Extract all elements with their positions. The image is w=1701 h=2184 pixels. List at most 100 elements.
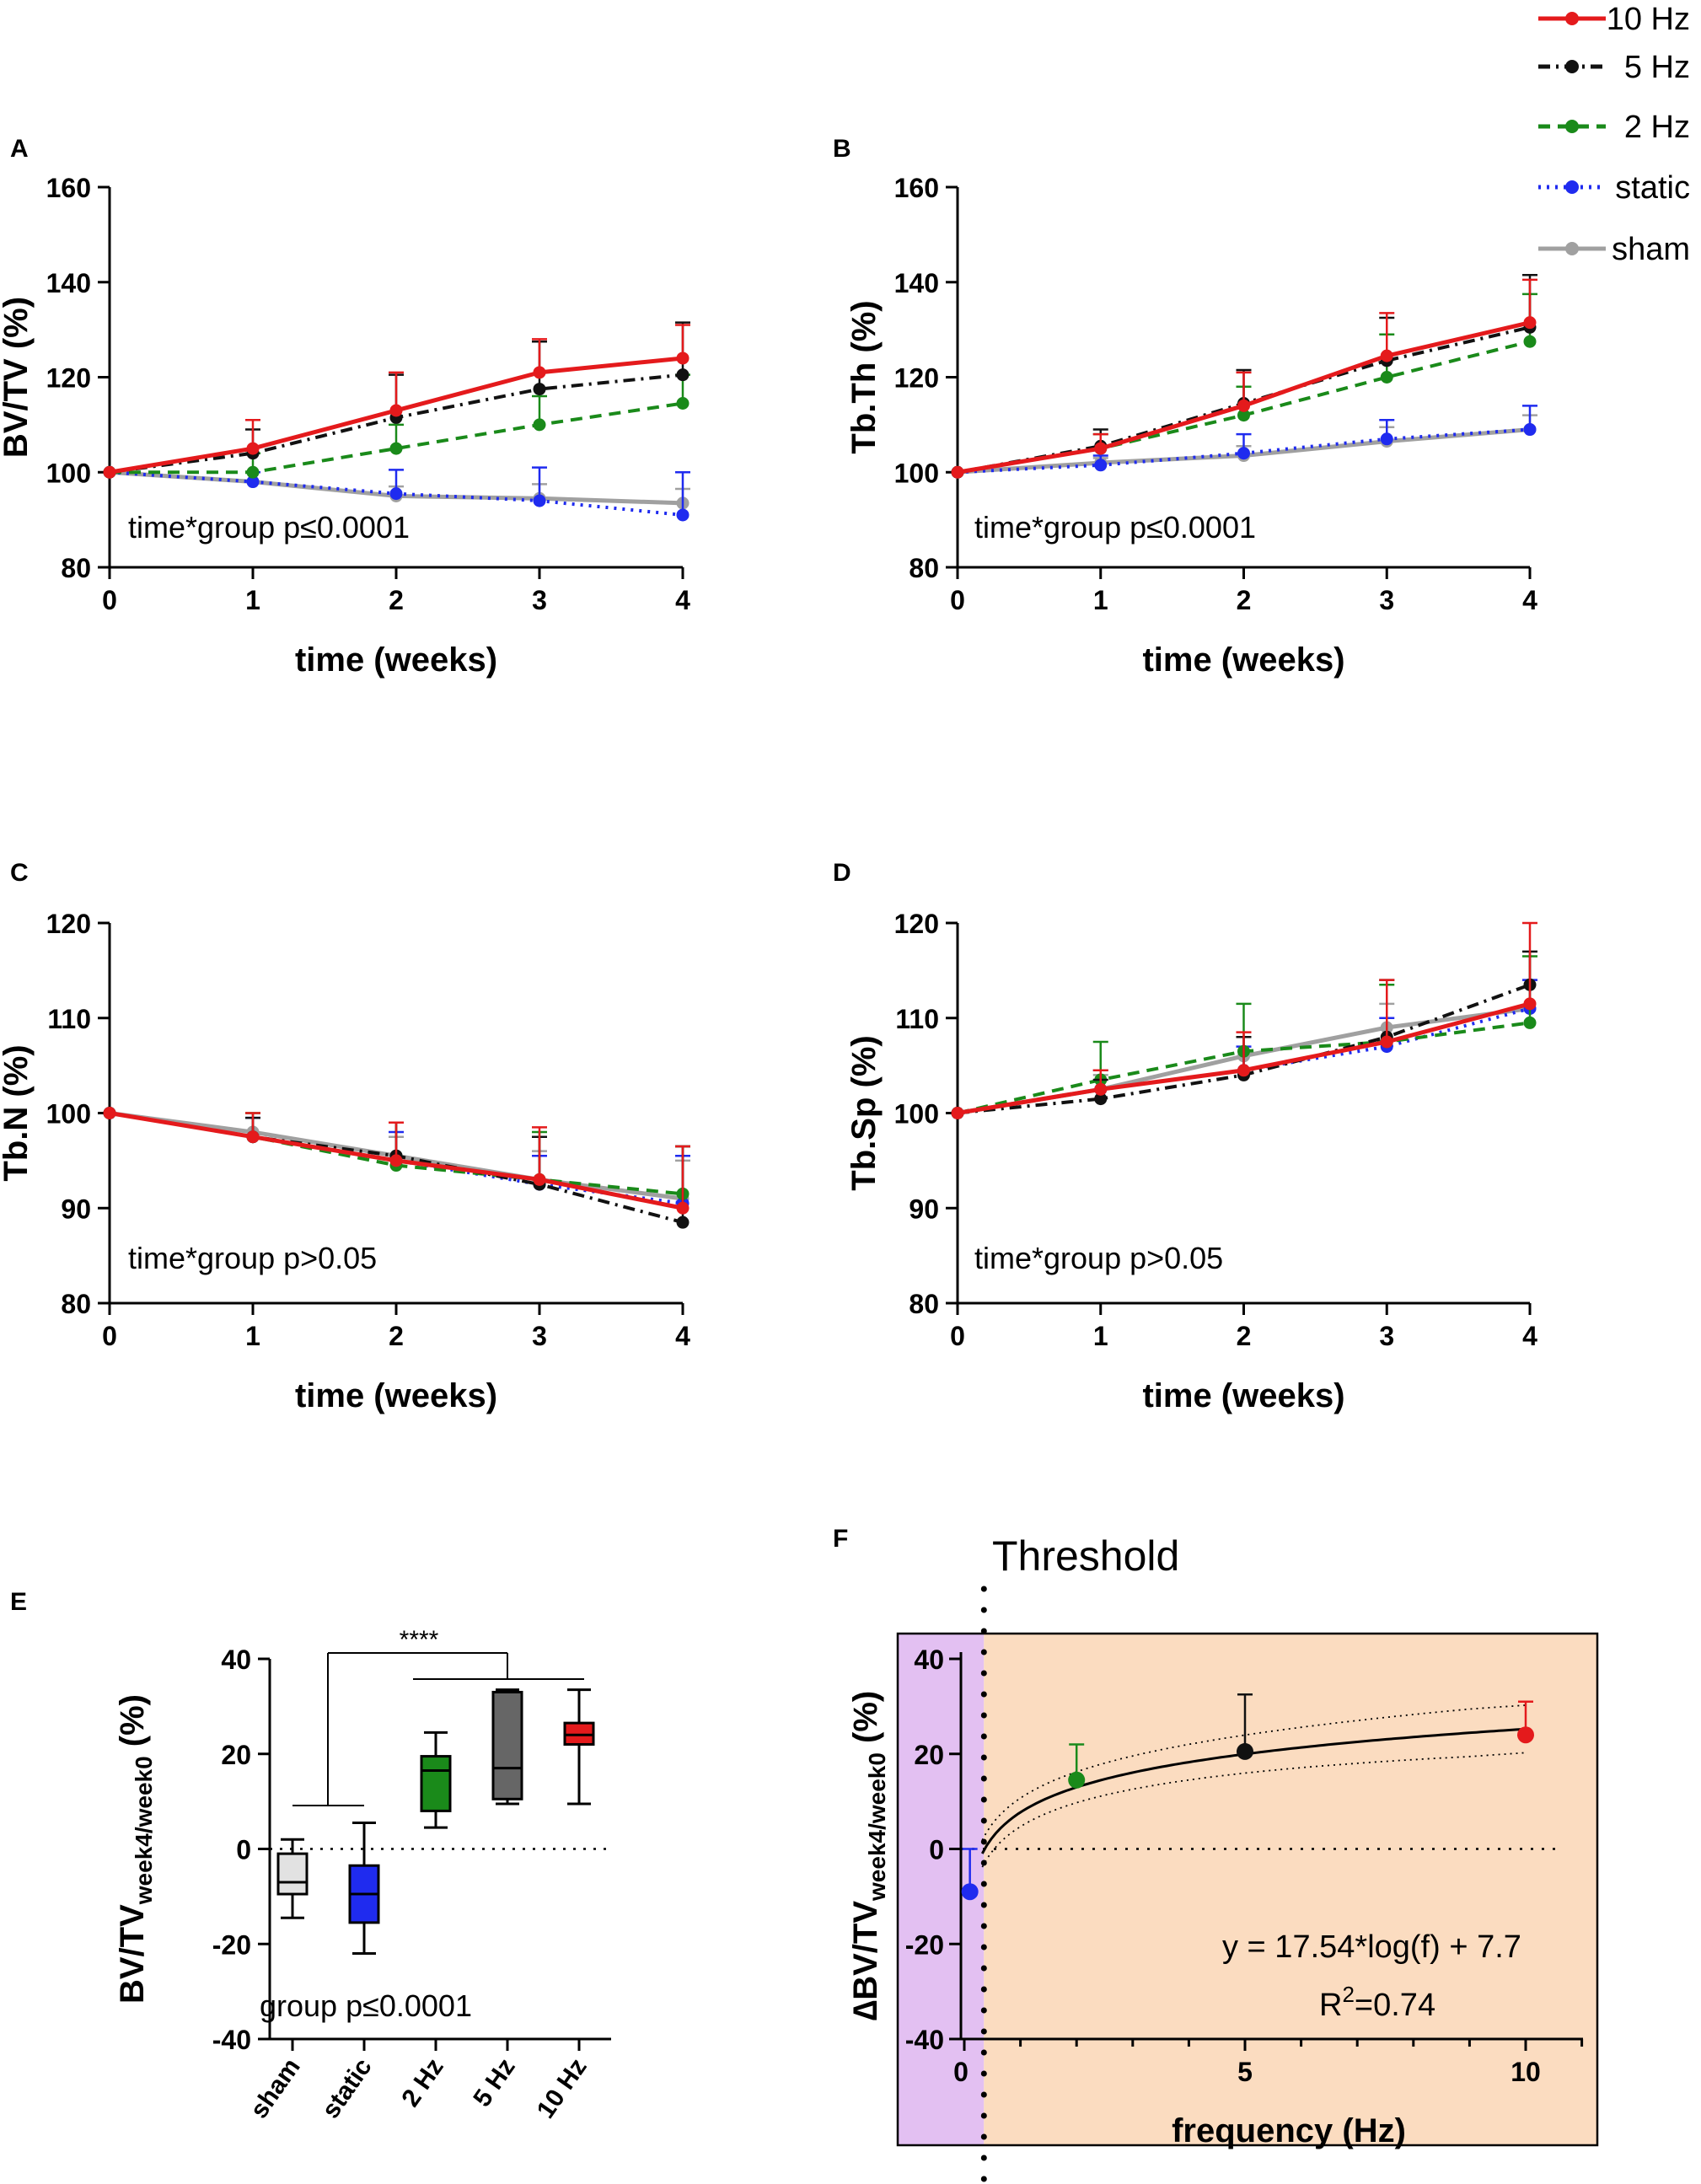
x-tick-label: 2	[389, 585, 404, 615]
y-title-sub: week4/week0	[131, 1756, 157, 1905]
data-point	[1237, 447, 1250, 460]
x-axis-title: time (weeks)	[1142, 1377, 1344, 1414]
data-point	[1068, 1771, 1086, 1789]
data-point	[676, 397, 690, 411]
x-tick-label: static	[317, 2053, 378, 2123]
x-axis-title: time (weeks)	[295, 641, 497, 679]
legend-marker-5hz	[1565, 60, 1579, 73]
data-point	[1523, 997, 1537, 1011]
series-10hz	[951, 278, 1537, 479]
y-tick-label: 80	[909, 553, 939, 583]
data-point	[533, 1172, 546, 1186]
fit-ci-upper	[981, 1704, 1527, 1841]
x-tick-label: 5	[1237, 2057, 1253, 2087]
box-body	[491, 1690, 523, 1800]
y-tick-label: 20	[221, 1740, 251, 1770]
y-tick-label: -20	[905, 1929, 944, 1960]
y-tick-label: 0	[929, 1835, 944, 1865]
data-point	[1380, 371, 1393, 384]
data-point	[1237, 399, 1250, 412]
x-tick-label: 3	[1379, 585, 1394, 615]
y-tick-label: 100	[46, 458, 91, 488]
y-tick-label: -20	[212, 1929, 251, 1960]
r-squared: R2=0.74	[1319, 1982, 1435, 2023]
stat-annotation: time*group p≤0.0001	[128, 510, 410, 545]
data-point	[533, 494, 546, 507]
panel-F: F Threshold -40 -20 0 20 40 0 5 10 frequency (Hz) ∆…	[833, 1525, 1599, 2184]
legend-label-5hz: 5 Hz	[1624, 50, 1690, 85]
data-point	[1094, 1092, 1108, 1106]
legend-label-10hz: 10 Hz	[1607, 2, 1690, 37]
data-point	[1380, 349, 1393, 362]
y-tick-label: 100	[894, 1099, 939, 1130]
y-tick-label: 0	[236, 1835, 251, 1865]
y-title-unit: (%)	[847, 1691, 884, 1752]
x-tick-label: 0	[102, 585, 117, 615]
data-point	[1523, 316, 1537, 330]
y-tick-label: 110	[895, 1004, 939, 1034]
x-tick-label: 2	[1237, 1321, 1252, 1351]
data-point	[1380, 432, 1393, 446]
data-point	[1237, 409, 1250, 422]
x-tick-label: sham	[245, 2053, 306, 2123]
fit-curve	[980, 1727, 1527, 1854]
stat-annotation: time*group p>0.05	[128, 1241, 377, 1275]
x-tick-label: 4	[675, 1321, 690, 1351]
panel-C: C 80 90 100 110 120 0 1 2 3 4 time (weeks) Tb.N (%) t…	[0, 859, 690, 1414]
y-tick-label: 80	[909, 1289, 939, 1319]
x-tick-label: 2 Hz	[396, 2053, 448, 2112]
y-axis-title: Tb.N (%)	[0, 1044, 35, 1181]
above-threshold-region	[984, 1634, 1597, 2145]
x-tick-label: 4	[1522, 1321, 1537, 1351]
y-tick-label: 90	[909, 1194, 939, 1224]
plot-frame	[896, 1632, 1599, 2147]
point-5hz	[1237, 1693, 1253, 1760]
data-point	[389, 404, 403, 417]
y-axis-title: BV/TVweek4/week0 (%)	[114, 1694, 157, 2004]
panel-B: B 80 100 120 140 160 0 1 2 3 4 time (weeks) Tb.Th (%…	[833, 135, 1537, 679]
data-point	[1523, 423, 1537, 437]
data-point	[389, 487, 403, 501]
data-point	[1380, 1035, 1393, 1049]
y-title-main: BV/TV	[114, 1904, 151, 2004]
r2-value: =0.74	[1355, 1988, 1435, 2023]
legend-marker-10hz	[1565, 12, 1579, 25]
legend-marker-2hz	[1565, 120, 1579, 133]
series-10hz	[951, 921, 1537, 1119]
legend-marker-sham	[1565, 242, 1579, 255]
y-tick-label: 80	[61, 1289, 91, 1319]
y-axis-title: BV/TV (%)	[0, 297, 35, 458]
data-point	[389, 442, 403, 455]
x-tick-label: 1	[1093, 585, 1108, 615]
data-point	[389, 1154, 403, 1167]
box-body	[420, 1755, 452, 1812]
y-tick-label: 120	[46, 909, 91, 939]
data-point	[533, 366, 546, 379]
data-point	[676, 368, 690, 382]
x-axis-title: frequency (Hz)	[1172, 2112, 1406, 2149]
y-axis-title: Tb.Sp (%)	[845, 1035, 883, 1190]
fit-equation: y = 17.54*log(f) + 7.7	[1222, 1929, 1521, 1965]
x-tick-label: 0	[102, 1321, 117, 1351]
y-tick-label: 120	[46, 363, 91, 394]
legend-label-static: static	[1615, 170, 1690, 206]
y-tick-label: 100	[894, 458, 939, 488]
y-tick-label: 140	[894, 268, 939, 298]
panel-letter: A	[10, 135, 29, 163]
x-tick-label: 10	[1511, 2057, 1541, 2087]
series-static	[951, 405, 1537, 479]
r2-exponent: 2	[1342, 1982, 1354, 2007]
y-tick-label: 20	[914, 1740, 944, 1770]
stat-annotation: time*group p>0.05	[974, 1241, 1223, 1275]
data-point	[1094, 1082, 1108, 1096]
x-tick-label: 3	[1379, 1321, 1394, 1351]
data-point	[1517, 1726, 1534, 1744]
box-static: static	[317, 1821, 380, 2123]
data-point	[246, 442, 260, 455]
data-point	[533, 383, 546, 396]
y-axis-title: ∆BV/TVweek4/week0 (%)	[847, 1691, 890, 2021]
y-tick-label: 160	[894, 173, 939, 203]
y-tick-label: 100	[46, 1099, 91, 1130]
x-tick-label: 1	[1093, 1321, 1108, 1351]
y-tick-label: 120	[894, 909, 939, 939]
